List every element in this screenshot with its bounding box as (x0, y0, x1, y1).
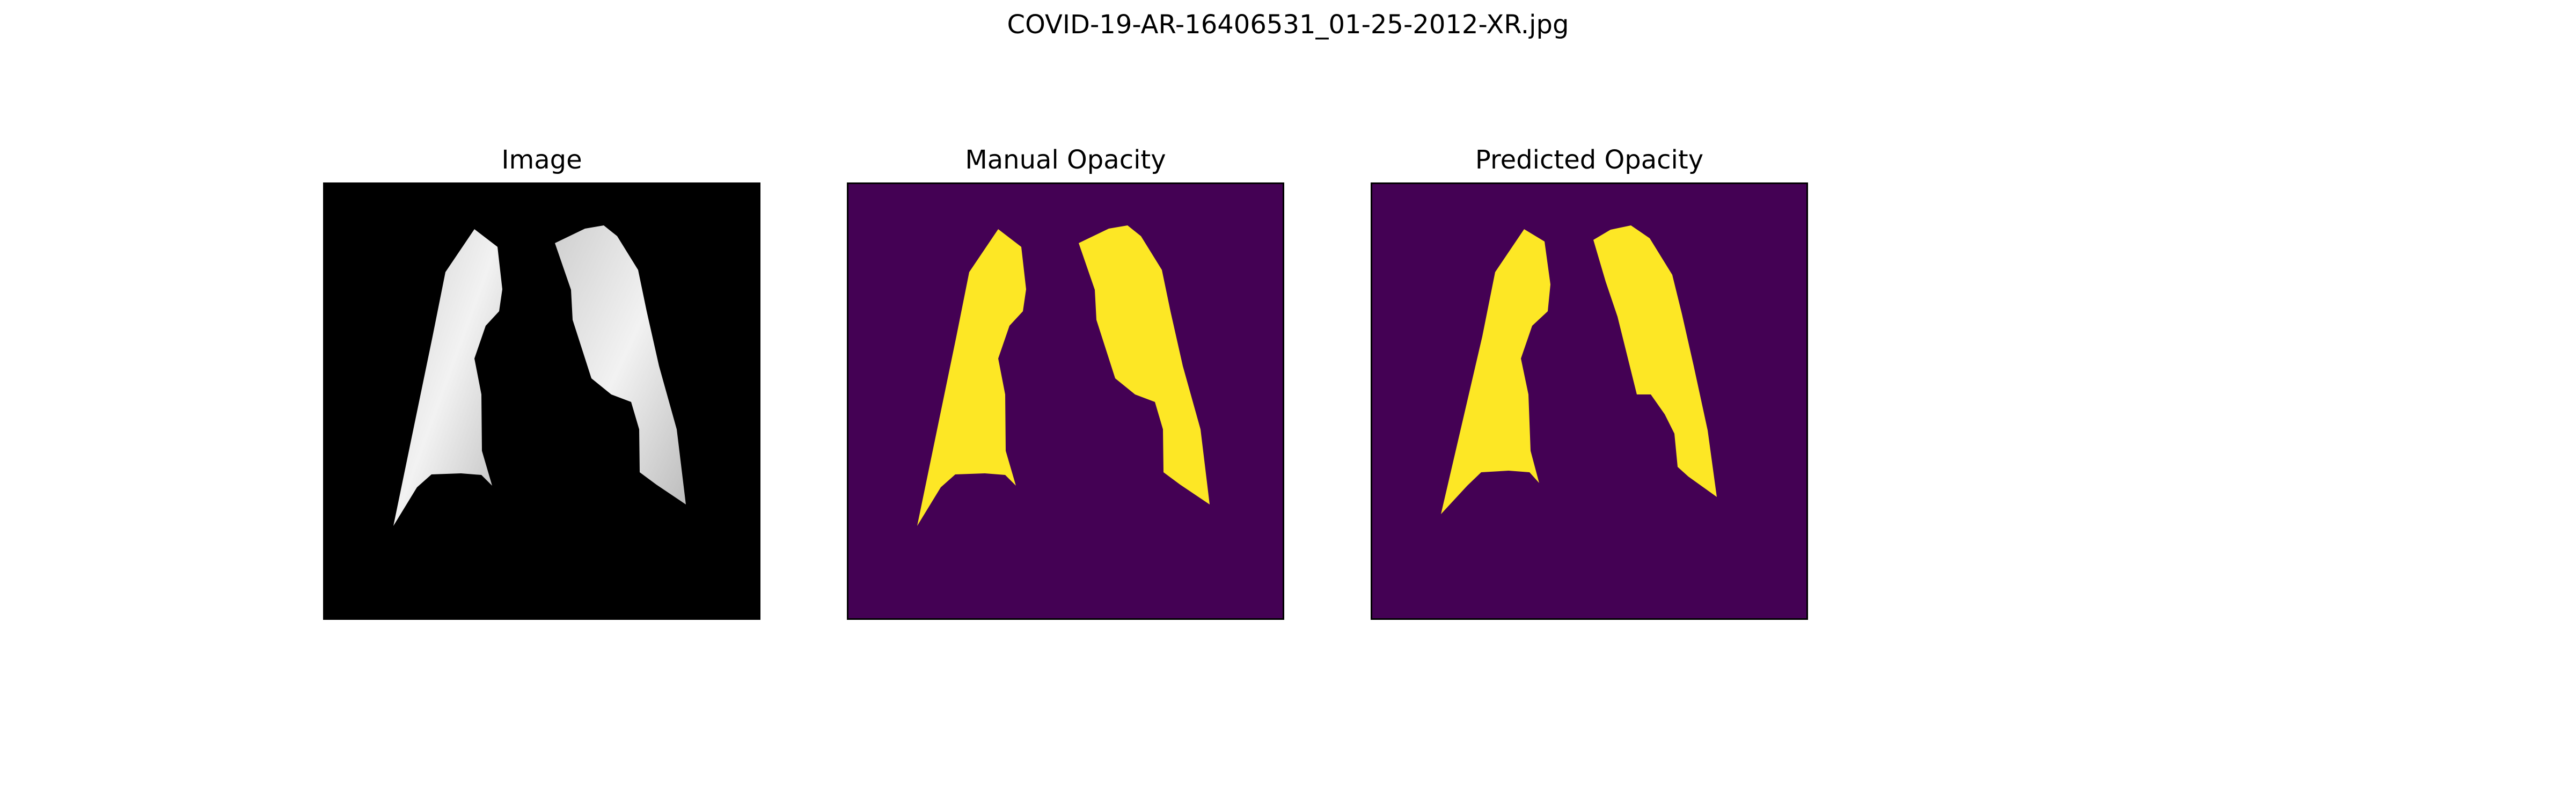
xray-image-panel (323, 182, 760, 620)
manual-opacity-mask (847, 182, 1284, 620)
left-lung-mask (1079, 225, 1210, 504)
manual-opacity-panel (847, 182, 1284, 620)
right-lung-mask (917, 229, 1026, 526)
figure-title: COVID-19-AR-16406531_01-25-2012-XR.jpg (1007, 10, 1569, 40)
panel-title-predicted-opacity: Predicted Opacity (1475, 145, 1704, 175)
xray-background (323, 182, 760, 620)
xray-image (323, 182, 760, 620)
mask-background (1371, 182, 1808, 620)
axes-frame (323, 182, 760, 620)
right-lung-prediction (1441, 229, 1550, 514)
predicted-opacity-mask (1371, 182, 1808, 620)
panel-title-image: Image (501, 145, 582, 175)
left-lung-prediction (1593, 225, 1717, 497)
panel-title-manual-opacity: Manual Opacity (965, 145, 1166, 175)
right-lung-xray (393, 229, 502, 526)
axes-frame (847, 182, 1284, 620)
axes-frame (1371, 182, 1808, 620)
predicted-opacity-panel (1371, 182, 1808, 620)
left-lung-xray (555, 225, 686, 504)
mask-background (847, 182, 1284, 620)
